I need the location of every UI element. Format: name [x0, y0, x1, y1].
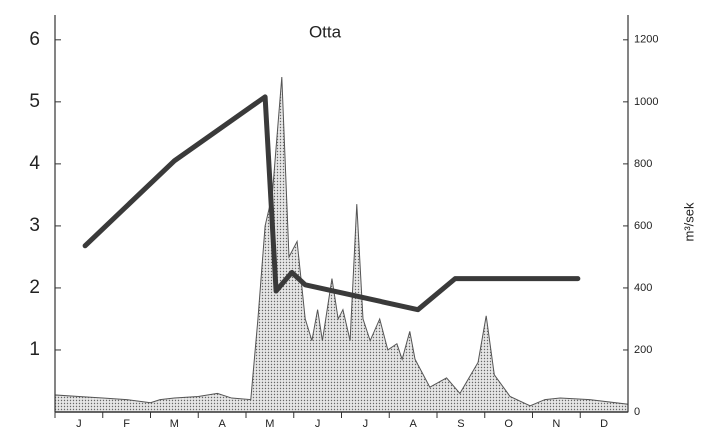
x-tick-label: M — [170, 418, 179, 430]
line — [82, 94, 581, 313]
y2-tick-label: 1200 — [634, 34, 658, 46]
y2-tick-label: 600 — [634, 220, 652, 232]
chart-title: Otta — [309, 22, 342, 41]
x-tick-label: O — [504, 418, 513, 430]
y-tick-label: 4 — [29, 153, 40, 174]
y2-tick-label: 800 — [634, 158, 652, 170]
x-tick-label: J — [363, 418, 369, 430]
x-tick-label: M — [265, 418, 274, 430]
y-tick-label: 5 — [29, 91, 40, 112]
y2-axis-label: m³/sek — [681, 202, 696, 242]
x-tick-label: J — [76, 418, 82, 430]
y-tick-label: 3 — [29, 215, 40, 236]
y-tick-label: 6 — [29, 29, 40, 50]
x-tick-label: J — [315, 418, 321, 430]
y2-tick-label: 200 — [634, 344, 652, 356]
y-tick-label: 2 — [29, 277, 40, 298]
discharge-area — [54, 76, 629, 413]
x-tick-label: D — [600, 418, 608, 430]
x-tick-label: A — [409, 418, 417, 430]
y2-tick-label: 0 — [634, 406, 640, 418]
y2-tick-label: 1000 — [634, 96, 658, 108]
x-tick-label: A — [218, 418, 226, 430]
x-tick-label: N — [552, 418, 560, 430]
x-tick-label: S — [457, 418, 464, 430]
x-tick-label: F — [123, 418, 130, 430]
y-tick-label: 1 — [29, 339, 40, 360]
y2-tick-label: 400 — [634, 282, 652, 294]
